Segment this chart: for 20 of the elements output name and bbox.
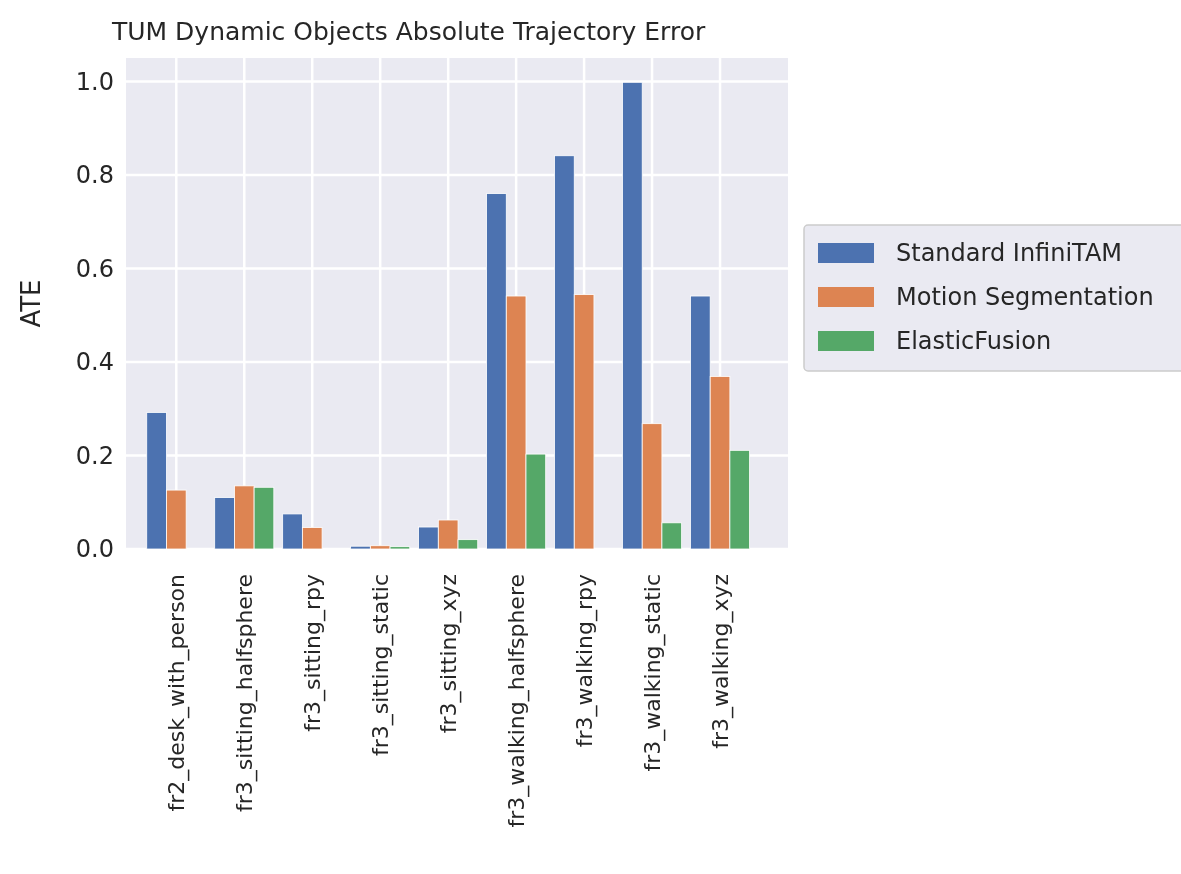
x-tick-label: fr3_sitting_static [367, 574, 394, 757]
legend-label: ElasticFusion [896, 327, 1052, 356]
y-axis-title: ATE [16, 279, 46, 328]
x-tick-label: fr3_sitting_xyz [435, 574, 462, 734]
x-tick-label: fr2_desk_with_person [164, 574, 190, 812]
y-tick-label: 0.8 [75, 161, 114, 190]
y-tick-label: 1.0 [75, 67, 114, 96]
legend-label: Standard InfiniTAM [896, 239, 1123, 268]
y-tick-label: 0.2 [75, 441, 114, 470]
x-tick-label: fr3_walking_halfsphere [503, 574, 530, 828]
x-tick-label: fr3_walking_static [639, 574, 666, 772]
y-tick-label: 0.4 [75, 348, 114, 377]
x-tick-label: fr3_walking_rpy [571, 574, 598, 748]
chart-title: TUM Dynamic Objects Absolute Trajectory Error [111, 17, 706, 46]
x-tick-label: fr3_walking_xyz [707, 574, 734, 749]
y-tick-label: 0.0 [75, 535, 114, 564]
x-tick-label: fr3_sitting_rpy [299, 574, 326, 732]
y-tick-label: 0.6 [75, 254, 114, 283]
legend-label: Motion Segmentation [896, 283, 1154, 312]
x-tick-label: fr3_sitting_halfsphere [231, 574, 258, 812]
